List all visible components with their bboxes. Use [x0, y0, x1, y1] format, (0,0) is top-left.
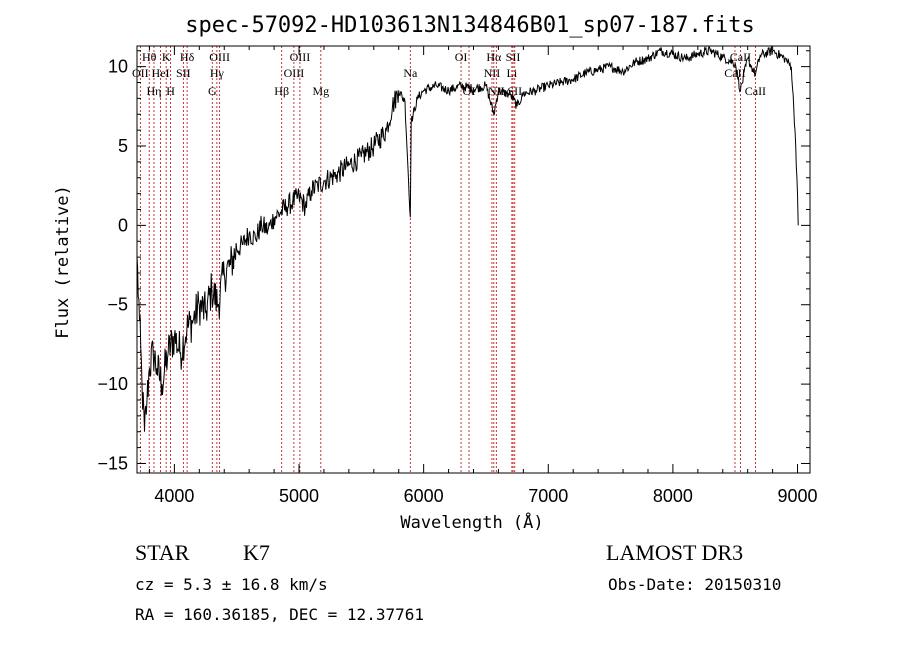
series-line-spectrum — [136, 45, 799, 432]
obs-date-text: Obs-Date: 20150310 — [608, 575, 781, 594]
object-class: STAR — [135, 540, 190, 565]
survey-label: LAMOST DR3 — [606, 540, 743, 565]
y-axis: −15 −10 −5 0 5 10 — [97, 50, 810, 473]
line-markers — [139, 46, 756, 473]
y-tick-label-3: 0 — [118, 215, 128, 235]
line-label-22: NII — [488, 84, 505, 98]
line-label-4: HeI — [152, 66, 170, 80]
line-label-21: Li — [507, 66, 518, 80]
line-label-18: Hα — [486, 50, 502, 64]
line-label-26: CaII — [745, 84, 766, 98]
line-label-1: OII — [132, 66, 149, 80]
line-label-13: Hβ — [274, 84, 289, 98]
chart-title: spec-57092-HD103613N134846B01_sp07-187.f… — [185, 13, 755, 38]
line-label-25: CaII — [724, 66, 745, 80]
y-tick-label-4: 5 — [118, 136, 128, 156]
x-tick-label-1: 5000 — [279, 486, 319, 506]
x-tick-label-5: 9000 — [778, 486, 818, 506]
line-label-15: Na — [403, 66, 418, 80]
coordinates-text: RA = 160.36185, DEC = 12.37761 — [135, 605, 424, 624]
line-labels: Hθ OII Hη K HeI H Hδ SII OIII Hγ G OIII OIII Hβ Mg Na OI… — [132, 50, 766, 98]
line-label-16: OI — [455, 50, 468, 64]
line-label-2: Hη — [146, 84, 161, 98]
x-axis-label: Wavelength (Å) — [400, 511, 543, 533]
x-tick-label-3: 7000 — [528, 486, 568, 506]
line-label-7: SII — [176, 66, 191, 80]
x-tick-label-2: 6000 — [404, 486, 444, 506]
line-label-19: SII — [506, 50, 521, 64]
line-label-3: K — [162, 50, 171, 64]
line-label-24: CaII — [730, 50, 751, 64]
y-tick-label-5: 10 — [108, 57, 128, 77]
redshift-text: cz = 5.3 ± 16.8 km/s — [135, 575, 328, 594]
line-label-6: Hδ — [180, 50, 195, 64]
line-label-0: Hθ — [142, 50, 157, 64]
line-label-10: G — [208, 84, 217, 98]
x-tick-label-4: 8000 — [653, 486, 693, 506]
line-label-12: OIII — [284, 66, 305, 80]
object-subclass: K7 — [243, 540, 270, 565]
line-label-20: NII — [484, 66, 501, 80]
y-tick-label-2: −5 — [107, 295, 128, 315]
line-label-8: OIII — [209, 50, 230, 64]
plot-frame — [136, 45, 811, 474]
x-tick-label-0: 4000 — [154, 486, 194, 506]
y-tick-label-1: −10 — [97, 374, 128, 394]
line-label-5: H — [166, 84, 175, 98]
y-tick-label-0: −15 — [97, 453, 128, 473]
line-label-9: Hγ — [210, 66, 225, 80]
y-axis-label: Flux (relative) — [53, 185, 73, 339]
line-label-14: Mg — [312, 84, 329, 98]
x-axis: 4000 5000 6000 7000 8000 9000 — [148, 46, 818, 506]
line-label-11: OIII — [290, 50, 311, 64]
